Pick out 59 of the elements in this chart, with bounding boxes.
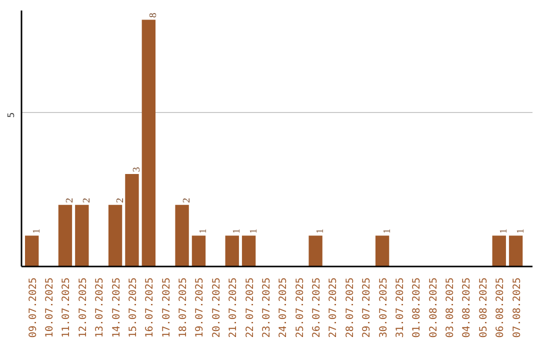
x-tick-label: 03.08.2025 xyxy=(445,277,456,338)
data-label: 1 xyxy=(382,228,393,234)
data-label: 1 xyxy=(515,228,526,234)
x-tick-label: 29.07.2025 xyxy=(362,277,373,338)
x-tick-label: 02.08.2025 xyxy=(428,277,440,338)
data-label: 1 xyxy=(248,228,260,234)
x-tick-label: 23.07.2025 xyxy=(261,277,272,338)
bar xyxy=(25,236,39,266)
bar xyxy=(58,204,72,266)
x-tick-label: 17.07.2025 xyxy=(161,277,172,338)
y-tick-label: 5 xyxy=(7,112,17,118)
bar xyxy=(75,204,89,266)
data-label: 1 xyxy=(232,228,243,234)
x-tick-label: 19.07.2025 xyxy=(194,277,206,338)
x-tick-label: 15.07.2025 xyxy=(128,277,139,338)
x-tick-label: 24.07.2025 xyxy=(278,277,290,338)
x-tick-label: 31.07.2025 xyxy=(394,277,406,338)
x-tick-label: 10.07.2025 xyxy=(44,277,56,338)
x-tick-label: 06.08.2025 xyxy=(495,277,506,338)
x-tick-label: 26.07.2025 xyxy=(312,277,323,338)
data-label: 1 xyxy=(31,228,42,234)
data-label: 8 xyxy=(148,12,160,18)
bar xyxy=(225,236,239,266)
bar xyxy=(175,204,189,266)
x-tick-label: 30.07.2025 xyxy=(378,277,390,338)
data-label: 1 xyxy=(198,228,210,234)
x-tick-label: 16.07.2025 xyxy=(144,277,156,338)
x-tick-label: 28.07.2025 xyxy=(344,277,356,338)
bar xyxy=(125,174,139,266)
x-tick-label: 09.07.2025 xyxy=(28,277,39,338)
x-tick-label: 12.07.2025 xyxy=(78,277,89,338)
bar xyxy=(108,204,122,266)
bar xyxy=(308,236,322,266)
x-tick-label: 04.08.2025 xyxy=(462,277,473,338)
x-tick-label: 05.08.2025 xyxy=(478,277,490,338)
bar xyxy=(242,236,256,266)
x-tick-label: 18.07.2025 xyxy=(178,277,190,338)
bar xyxy=(508,236,523,266)
bar xyxy=(492,236,506,266)
x-tick-label: 21.07.2025 xyxy=(228,277,240,338)
x-tick-label: 14.07.2025 xyxy=(111,277,122,338)
x-tick-label: 20.07.2025 xyxy=(211,277,222,338)
x-tick-label: 27.07.2025 xyxy=(328,277,340,338)
bar xyxy=(375,236,390,266)
data-label: 1 xyxy=(315,228,326,234)
x-tick-label: 01.08.2025 xyxy=(412,277,423,338)
bar xyxy=(192,236,206,266)
x-tick-label: 22.07.2025 xyxy=(244,277,256,338)
data-label: 2 xyxy=(64,198,76,203)
data-label: 2 xyxy=(182,198,193,203)
data-label: 2 xyxy=(81,198,92,203)
x-tick-label: 25.07.2025 xyxy=(294,277,306,338)
x-tick-label: 11.07.2025 xyxy=(61,277,72,338)
data-label: 3 xyxy=(131,166,142,172)
data-label: 1 xyxy=(498,228,510,234)
bar xyxy=(142,20,156,266)
x-tick-label: 07.08.2025 xyxy=(512,277,523,338)
x-tick-label: 13.07.2025 xyxy=(94,277,106,338)
data-label: 2 xyxy=(114,198,126,203)
